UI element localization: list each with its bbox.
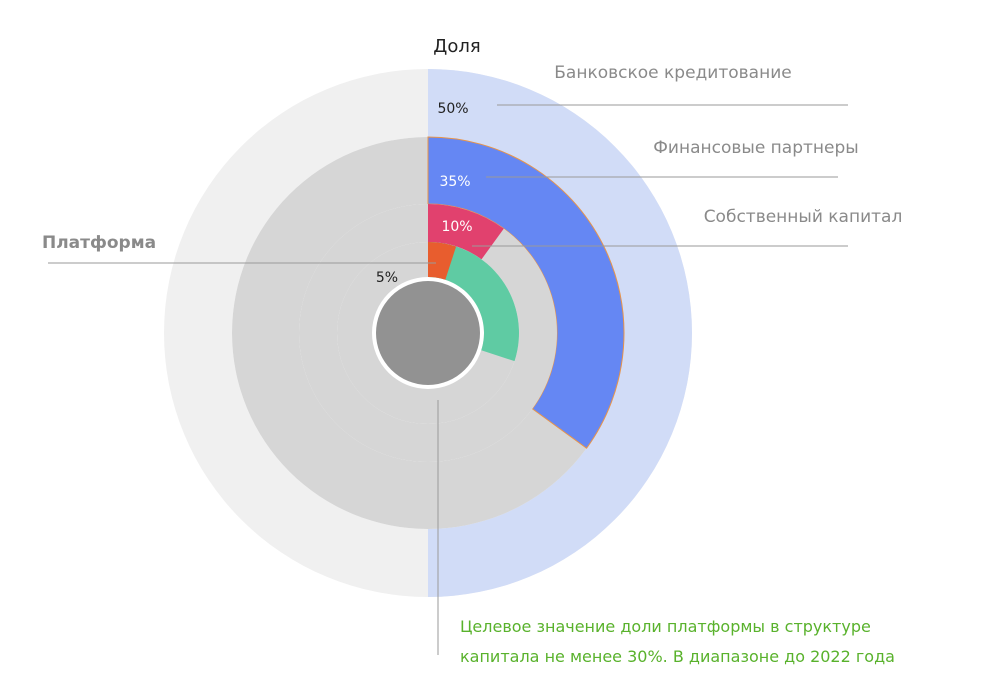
rings-group bbox=[164, 69, 692, 597]
value-label-partners: 35% bbox=[439, 174, 470, 190]
value-label-equity: 10% bbox=[441, 219, 472, 235]
value-label-bank: 50% bbox=[437, 101, 468, 117]
series-name-bank: Банковское кредитование bbox=[554, 63, 791, 83]
annotation-line-1: Целевое значение доли платформы в структ… bbox=[460, 617, 871, 636]
value-arc-platform bbox=[428, 242, 457, 280]
series-name-platform: Платформа bbox=[42, 233, 156, 253]
annotation-line-2: капитала не менее 30%. В диапазоне до 20… bbox=[460, 647, 895, 666]
center-circle bbox=[376, 281, 480, 385]
series-name-equity: Собственный капитал bbox=[704, 207, 903, 227]
ring-background-equity bbox=[299, 204, 557, 462]
series-name-partners: Финансовые партнеры bbox=[653, 138, 858, 158]
target-arc-platform bbox=[428, 242, 519, 362]
value-label-platform: 5% bbox=[376, 270, 398, 286]
value-arc-bank bbox=[428, 69, 692, 597]
chart-title: Доля bbox=[433, 36, 480, 57]
leader-lines bbox=[48, 104, 848, 655]
